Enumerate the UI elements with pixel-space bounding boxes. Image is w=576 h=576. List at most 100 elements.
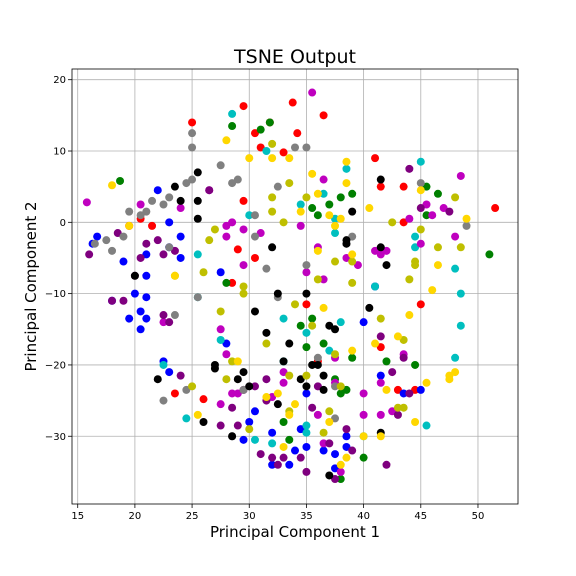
scatter-point bbox=[279, 417, 288, 426]
scatter-point bbox=[293, 129, 302, 138]
scatter-point bbox=[210, 364, 219, 373]
scatter-point bbox=[159, 318, 168, 327]
scatter-point bbox=[393, 385, 402, 394]
scatter-point bbox=[422, 378, 431, 387]
scatter-point bbox=[451, 232, 460, 241]
scatter-point bbox=[273, 460, 282, 469]
scatter-point bbox=[348, 250, 357, 259]
scatter-point bbox=[285, 410, 294, 419]
scatter-point bbox=[136, 211, 145, 220]
scatter-point bbox=[176, 371, 185, 380]
x-tick-label: 35 bbox=[300, 511, 313, 522]
scatter-point bbox=[485, 250, 494, 259]
scatter-point bbox=[250, 211, 259, 220]
scatter-point bbox=[125, 207, 134, 216]
x-tick-label: 15 bbox=[71, 511, 84, 522]
scatter-point bbox=[245, 417, 254, 426]
scatter-point bbox=[142, 239, 151, 248]
scatter-point bbox=[348, 446, 357, 455]
scatter-point bbox=[302, 442, 311, 451]
scatter-point bbox=[376, 432, 385, 441]
scatter-point bbox=[319, 385, 328, 394]
scatter-point bbox=[382, 246, 391, 255]
scatter-point bbox=[245, 154, 254, 163]
scatter-point bbox=[119, 232, 128, 241]
y-tick-label: 20 bbox=[53, 75, 66, 86]
tick-layer: 15 20 25 30 35 40 45 50 20 10 0 −10 −20 −30 bbox=[45, 75, 484, 522]
scatter-point bbox=[142, 207, 151, 216]
scatter-point bbox=[245, 382, 254, 391]
scatter-point bbox=[142, 271, 151, 280]
scatter-point bbox=[365, 204, 374, 213]
scatter-point bbox=[416, 225, 425, 234]
scatter-point bbox=[308, 169, 317, 178]
scatter-point bbox=[182, 414, 191, 423]
scatter-point bbox=[285, 179, 294, 188]
scatter-point bbox=[148, 221, 157, 230]
scatter-point bbox=[451, 368, 460, 377]
scatter-point bbox=[165, 218, 174, 227]
scatter-point bbox=[159, 200, 168, 209]
scatter-point bbox=[348, 353, 357, 362]
scatter-point bbox=[342, 432, 351, 441]
scatter-point bbox=[233, 245, 242, 254]
scatter-point bbox=[451, 353, 460, 362]
scatter-point bbox=[405, 311, 414, 320]
scatter-point bbox=[108, 246, 117, 255]
scatter-point bbox=[388, 407, 397, 416]
scatter-point bbox=[125, 314, 134, 323]
scatter-point bbox=[193, 214, 202, 223]
scatter-point bbox=[250, 232, 259, 241]
scatter-point bbox=[268, 453, 277, 462]
scatter-point bbox=[416, 239, 425, 248]
scatter-point bbox=[256, 143, 265, 152]
scatter-point bbox=[216, 325, 225, 334]
scatter-point bbox=[176, 196, 185, 205]
scatter-point bbox=[193, 250, 202, 259]
scatter-point bbox=[308, 360, 317, 369]
scatter-point bbox=[428, 211, 437, 220]
scatter-point bbox=[216, 161, 225, 170]
scatter-point bbox=[388, 368, 397, 377]
scatter-point bbox=[285, 435, 294, 444]
scatter-point bbox=[233, 421, 242, 430]
scatter-point bbox=[288, 98, 297, 107]
scatter-point bbox=[462, 214, 471, 223]
scatter-point bbox=[359, 453, 368, 462]
scatter-point bbox=[319, 439, 328, 448]
scatter-point bbox=[451, 264, 460, 273]
scatter-point bbox=[279, 378, 288, 387]
scatter-point bbox=[382, 460, 391, 469]
scatter-point bbox=[170, 311, 179, 320]
scatter-point bbox=[433, 261, 442, 270]
scatter-point bbox=[302, 328, 311, 337]
scatter-point bbox=[399, 335, 408, 344]
scatter-point bbox=[148, 196, 157, 205]
scatter-point bbox=[342, 253, 351, 262]
scatter-point bbox=[416, 186, 425, 195]
scatter-series bbox=[170, 139, 465, 437]
scatter-point bbox=[285, 339, 294, 348]
scatter-point bbox=[302, 389, 311, 398]
scatter-point bbox=[188, 143, 197, 152]
scatter-point bbox=[182, 179, 191, 188]
scatter-point bbox=[193, 410, 202, 419]
scatter-point bbox=[302, 421, 311, 430]
scatter-point bbox=[153, 236, 162, 245]
scatter-point bbox=[90, 239, 99, 248]
scatter-point bbox=[411, 243, 420, 252]
scatter-point bbox=[279, 368, 288, 377]
scatter-point bbox=[376, 182, 385, 191]
scatter-point bbox=[308, 88, 317, 97]
scatter-point bbox=[325, 200, 334, 209]
scatter-point bbox=[222, 136, 231, 145]
scatter-point bbox=[313, 360, 322, 369]
scatter-point bbox=[325, 471, 334, 480]
scatter-point bbox=[376, 314, 385, 323]
scatter-point bbox=[302, 467, 311, 476]
scatter-point bbox=[411, 261, 420, 270]
scatter-point bbox=[130, 289, 139, 298]
scatter-point bbox=[416, 179, 425, 188]
scatter-point bbox=[153, 186, 162, 195]
scatter-point bbox=[182, 385, 191, 394]
